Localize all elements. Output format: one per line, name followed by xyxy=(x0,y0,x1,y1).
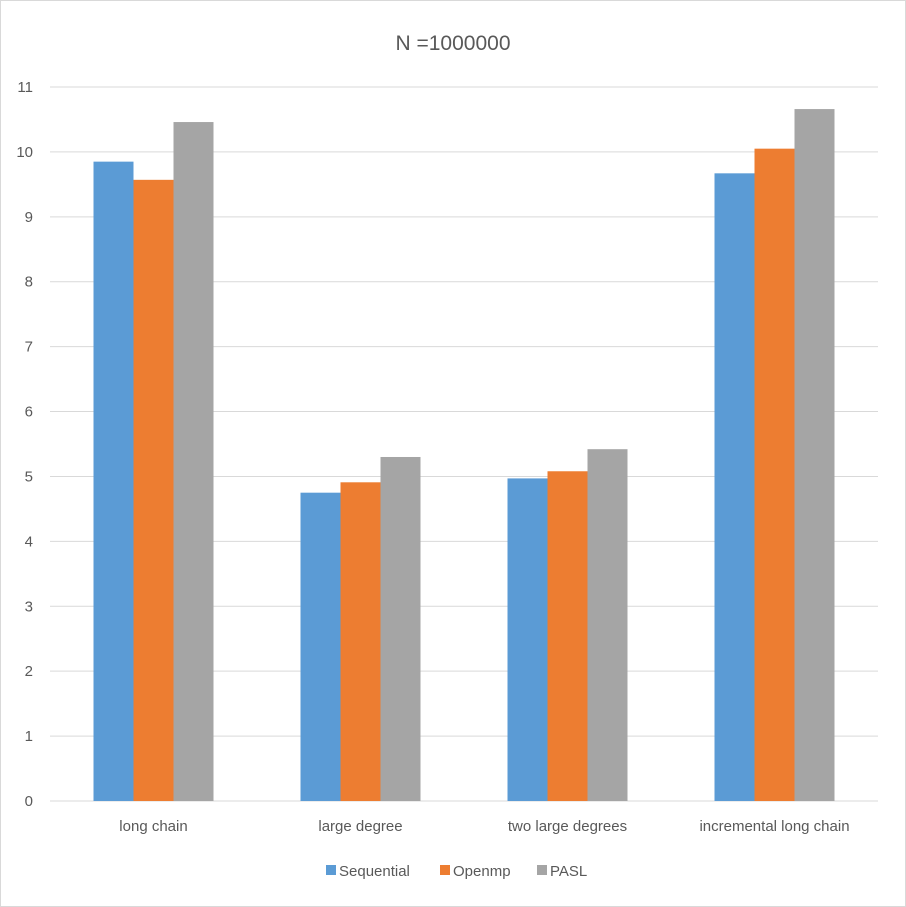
bar xyxy=(133,179,174,801)
bar xyxy=(714,173,755,801)
bar xyxy=(794,109,835,801)
legend-swatch xyxy=(440,865,450,875)
y-axis-ticks: 0 1 2 3 4 5 6 7 8 9 10 11 xyxy=(16,79,33,810)
bar xyxy=(547,471,588,801)
bar xyxy=(173,122,214,802)
bar xyxy=(587,449,628,801)
legend: Sequential Openmp PASL xyxy=(326,863,587,880)
bar xyxy=(340,482,381,801)
bar xyxy=(380,456,421,801)
bar xyxy=(300,492,341,801)
legend-label: PASL xyxy=(550,863,587,880)
legend-label: Sequential xyxy=(339,863,410,880)
y-tick-label: 6 xyxy=(25,404,33,421)
x-category-label: incremental long chain xyxy=(699,818,849,835)
legend-label: Openmp xyxy=(453,863,511,880)
y-tick-label: 1 xyxy=(25,728,33,745)
y-tick-label: 4 xyxy=(25,533,33,550)
legend-swatch xyxy=(537,865,547,875)
chart-title: N =1000000 xyxy=(395,32,510,55)
y-tick-label: 10 xyxy=(16,144,33,161)
y-tick-label: 0 xyxy=(25,793,33,810)
y-tick-label: 11 xyxy=(17,79,33,96)
y-tick-label: 7 xyxy=(25,339,33,356)
bar xyxy=(93,161,134,802)
y-tick-label: 9 xyxy=(25,209,33,226)
x-axis-categories: long chain large degree two large degrees i… xyxy=(119,818,849,835)
bar xyxy=(507,478,548,801)
y-tick-label: 5 xyxy=(25,468,33,485)
bars xyxy=(93,109,835,802)
x-category-label: long chain xyxy=(119,818,187,835)
x-category-label: two large degrees xyxy=(508,818,627,835)
y-tick-label: 8 xyxy=(25,274,33,291)
x-category-label: large degree xyxy=(318,818,402,835)
legend-swatch xyxy=(326,865,336,875)
y-tick-label: 2 xyxy=(25,663,33,680)
bar xyxy=(754,148,795,801)
y-tick-label: 3 xyxy=(25,598,33,615)
